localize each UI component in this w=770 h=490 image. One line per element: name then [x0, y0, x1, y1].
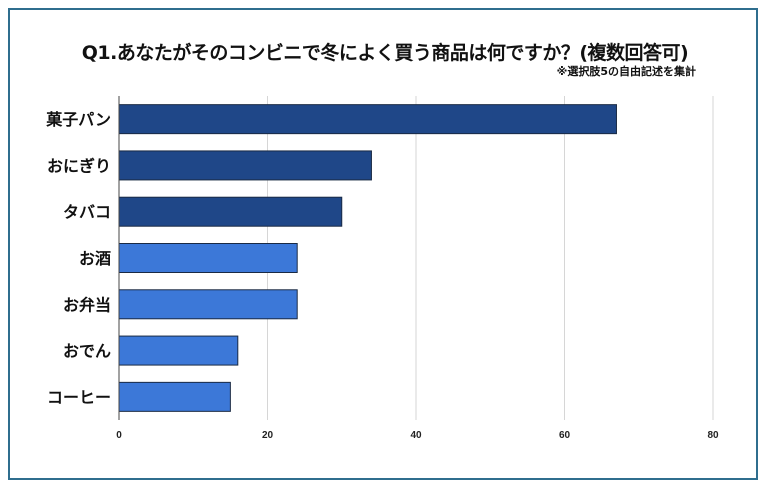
x-tick-label: 40 [410, 430, 422, 441]
bar [118, 243, 298, 273]
x-tick-label: 60 [559, 430, 571, 441]
category-label: タバコ [63, 203, 111, 222]
category-label: コーヒー [47, 388, 111, 407]
bar [118, 335, 239, 366]
chart-title: Q1.あなたがそのコンビニで冬によく買う商品は何ですか？(複数回答可) [81, 42, 689, 64]
x-tick-label: 20 [262, 430, 274, 441]
bar [118, 150, 372, 181]
bar [118, 104, 617, 135]
category-label: お弁当 [63, 295, 111, 314]
category-label: おでん [63, 342, 111, 361]
chart-subtitle: ※選択肢5の自由記述を集計 [556, 65, 696, 78]
x-tick-label: 80 [707, 430, 719, 441]
category-label: お酒 [79, 249, 111, 268]
bar [118, 196, 343, 227]
x-tick-label: 0 [116, 430, 122, 441]
bar [118, 381, 231, 412]
category-label: 菓子パン [45, 110, 111, 129]
category-label: おにぎり [47, 156, 111, 175]
bar [118, 289, 298, 320]
